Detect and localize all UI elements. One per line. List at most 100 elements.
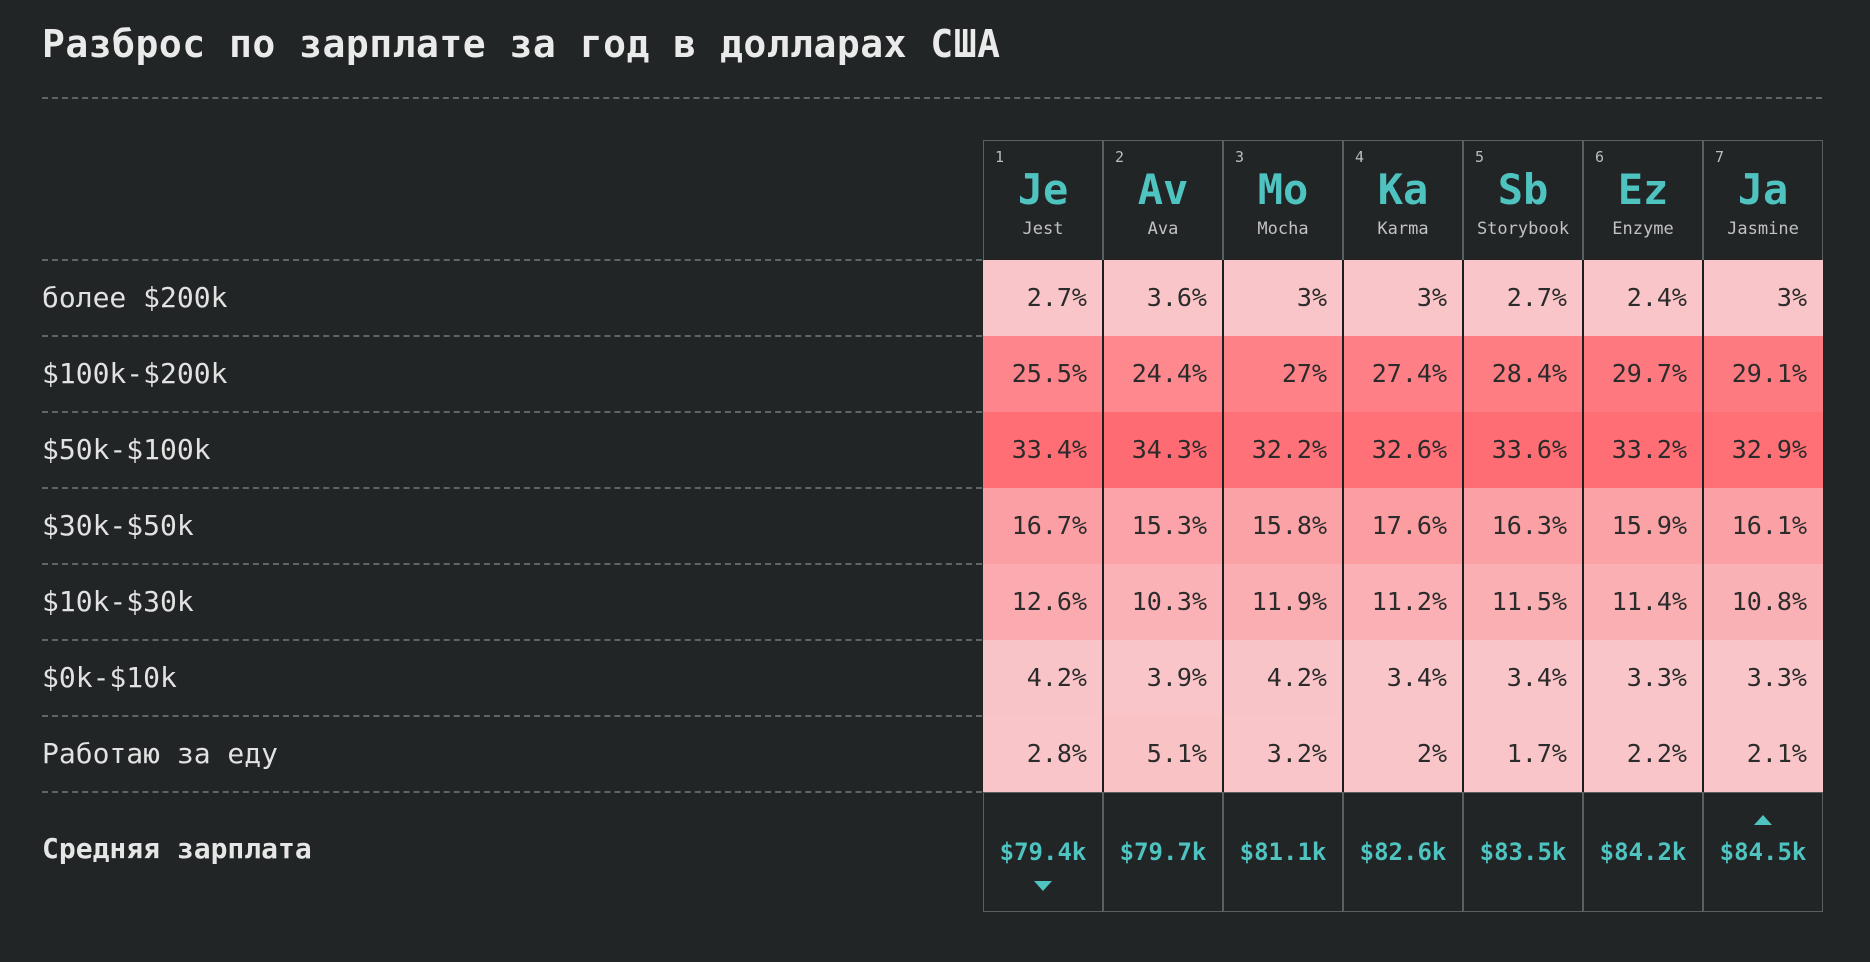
heatmap-cell: 4.2% bbox=[1223, 640, 1343, 716]
page-title: Разброс по зарплате за год в долларах СШ… bbox=[42, 22, 1001, 66]
column-header-jest: 1 Je Jest bbox=[983, 140, 1103, 260]
average-salary-value: $82.6k bbox=[1359, 838, 1447, 866]
row-label: $0k-$10k bbox=[42, 661, 177, 694]
column-header-storybook: 5 Sb Storybook bbox=[1463, 140, 1583, 260]
average-salary-value: $84.5k bbox=[1719, 838, 1807, 866]
average-salary-cell: $82.6k bbox=[1343, 792, 1463, 912]
column-rank: 7 bbox=[1715, 148, 1725, 166]
heatmap-cell: 3.9% bbox=[1103, 640, 1223, 716]
heatmap-cell: 33.2% bbox=[1583, 412, 1703, 488]
column-name: Ava bbox=[1147, 219, 1179, 239]
average-salary-value: $79.7k bbox=[1119, 838, 1207, 866]
heatmap-cell: 32.6% bbox=[1343, 412, 1463, 488]
heatmap-cell: 16.1% bbox=[1703, 488, 1823, 564]
column-name: Jest bbox=[1022, 219, 1064, 239]
column-name: Jasmine bbox=[1727, 219, 1799, 239]
heatmap-cell: 3.2% bbox=[1223, 716, 1343, 792]
column-name: Enzyme bbox=[1612, 219, 1674, 239]
average-salary-value: $79.4k bbox=[999, 838, 1087, 866]
row-divider bbox=[42, 639, 982, 641]
title-divider bbox=[42, 97, 1822, 99]
heatmap-cell: 12.6% bbox=[983, 564, 1103, 640]
average-salary-cell: $84.5k bbox=[1703, 792, 1823, 912]
heatmap-cell: 15.9% bbox=[1583, 488, 1703, 564]
row-label: $30k-$50k bbox=[42, 509, 194, 542]
column-separator bbox=[1582, 260, 1584, 792]
row-divider bbox=[42, 715, 982, 717]
average-salary-cell: $81.1k bbox=[1223, 792, 1343, 912]
column-header-mocha: 3 Mo Mocha bbox=[1223, 140, 1343, 260]
heatmap-cell: 3.4% bbox=[1343, 640, 1463, 716]
column-symbol: Je bbox=[1017, 165, 1069, 214]
column-symbol: Ka bbox=[1377, 165, 1429, 214]
heatmap-cell: 33.4% bbox=[983, 412, 1103, 488]
heatmap-cell: 32.2% bbox=[1223, 412, 1343, 488]
heatmap-cell: 2.7% bbox=[1463, 260, 1583, 336]
heatmap-cell: 34.3% bbox=[1103, 412, 1223, 488]
heatmap-cell: 3% bbox=[1703, 260, 1823, 336]
heatmap-cell: 2% bbox=[1343, 716, 1463, 792]
column-name: Karma bbox=[1377, 219, 1429, 239]
column-rank: 5 bbox=[1475, 148, 1485, 166]
row-label: $10k-$30k bbox=[42, 585, 194, 618]
column-symbol: Ez bbox=[1617, 165, 1669, 214]
column-header-karma: 4 Ka Karma bbox=[1343, 140, 1463, 260]
arrow-down-icon bbox=[1034, 881, 1052, 891]
average-salary-cell: $79.4k bbox=[983, 792, 1103, 912]
average-salary-cell: $84.2k bbox=[1583, 792, 1703, 912]
heatmap-cell: 29.1% bbox=[1703, 336, 1823, 412]
heatmap-cell: 17.6% bbox=[1343, 488, 1463, 564]
heatmap-cell: 33.6% bbox=[1463, 412, 1583, 488]
average-salary-cell: $79.7k bbox=[1103, 792, 1223, 912]
row-divider bbox=[42, 259, 982, 261]
heatmap-cell: 15.3% bbox=[1103, 488, 1223, 564]
heatmap-cell: 25.5% bbox=[983, 336, 1103, 412]
column-rank: 6 bbox=[1595, 148, 1605, 166]
heatmap-cell: 28.4% bbox=[1463, 336, 1583, 412]
heatmap-cell: 27% bbox=[1223, 336, 1343, 412]
heatmap-cell: 4.2% bbox=[983, 640, 1103, 716]
heatmap-cell: 11.4% bbox=[1583, 564, 1703, 640]
heatmap-cell: 2.2% bbox=[1583, 716, 1703, 792]
heatmap-cell: 3.3% bbox=[1583, 640, 1703, 716]
heatmap-cell: 24.4% bbox=[1103, 336, 1223, 412]
column-separator bbox=[1462, 260, 1464, 792]
column-header-jasmine: 7 Ja Jasmine bbox=[1703, 140, 1823, 260]
row-divider bbox=[42, 791, 982, 793]
average-salary-value: $84.2k bbox=[1599, 838, 1687, 866]
heatmap-cell: 32.9% bbox=[1703, 412, 1823, 488]
column-separator bbox=[1702, 260, 1704, 792]
column-symbol: Av bbox=[1137, 165, 1189, 214]
column-header-ava: 2 Av Ava bbox=[1103, 140, 1223, 260]
heatmap-cell: 27.4% bbox=[1343, 336, 1463, 412]
column-rank: 3 bbox=[1235, 148, 1245, 166]
average-salary-label: Средняя зарплата bbox=[42, 832, 312, 865]
row-divider bbox=[42, 411, 982, 413]
heatmap-cell: 11.9% bbox=[1223, 564, 1343, 640]
heatmap-cell: 11.2% bbox=[1343, 564, 1463, 640]
heatmap-cell: 10.8% bbox=[1703, 564, 1823, 640]
column-name: Mocha bbox=[1257, 219, 1309, 239]
heatmap-cell: 5.1% bbox=[1103, 716, 1223, 792]
heatmap-cell: 2.8% bbox=[983, 716, 1103, 792]
column-rank: 2 bbox=[1115, 148, 1125, 166]
heatmap-cell: 11.5% bbox=[1463, 564, 1583, 640]
row-label: Работаю за еду bbox=[42, 737, 279, 770]
heatmap-cell: 16.3% bbox=[1463, 488, 1583, 564]
heatmap-cell: 3% bbox=[1343, 260, 1463, 336]
heatmap-cell: 1.7% bbox=[1463, 716, 1583, 792]
column-separator bbox=[1342, 260, 1344, 792]
column-separator bbox=[1222, 260, 1224, 792]
heatmap-cell: 10.3% bbox=[1103, 564, 1223, 640]
average-salary-cell: $83.5k bbox=[1463, 792, 1583, 912]
row-label: $100k-$200k bbox=[42, 357, 228, 390]
column-separator bbox=[1102, 260, 1104, 792]
column-symbol: Sb bbox=[1497, 165, 1549, 214]
heatmap-cell: 2.4% bbox=[1583, 260, 1703, 336]
column-name: Storybook bbox=[1476, 219, 1570, 239]
heatmap-cell: 29.7% bbox=[1583, 336, 1703, 412]
arrow-up-icon bbox=[1754, 815, 1772, 825]
heatmap-cell: 2.1% bbox=[1703, 716, 1823, 792]
heatmap-cell: 2.7% bbox=[983, 260, 1103, 336]
column-rank: 4 bbox=[1355, 148, 1365, 166]
